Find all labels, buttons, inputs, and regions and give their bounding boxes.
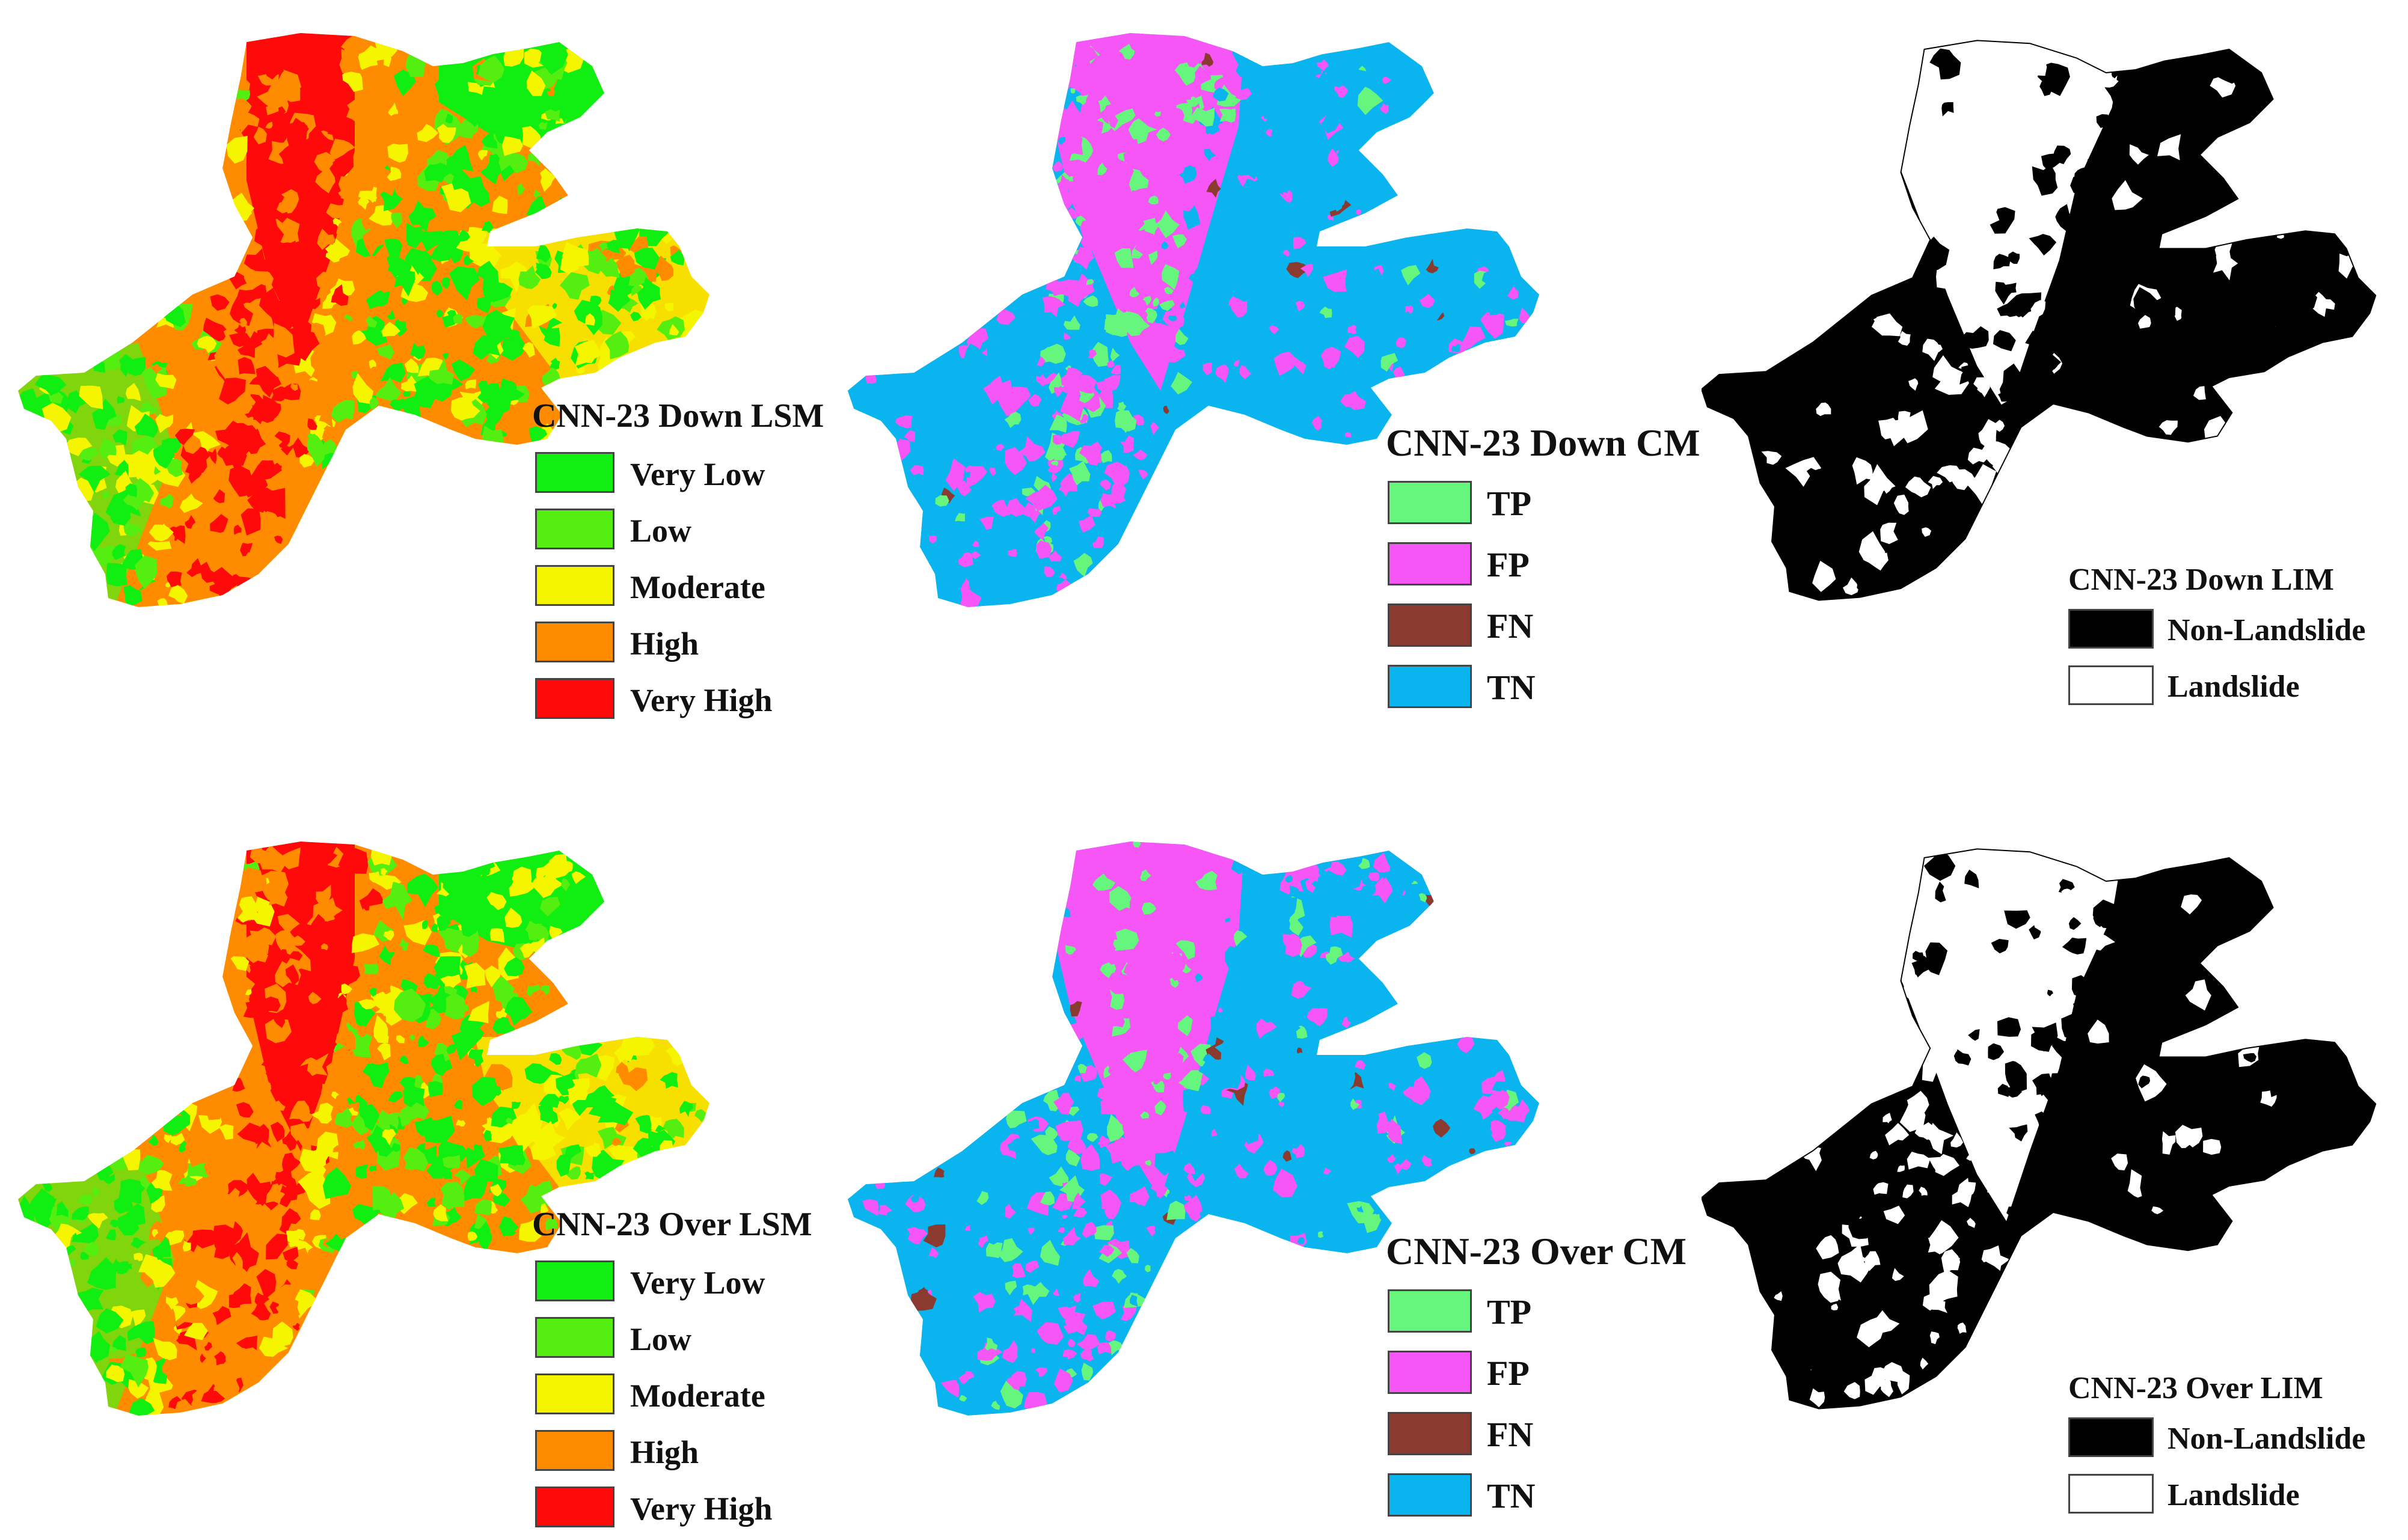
swatch-fp: [1388, 1351, 1472, 1394]
swatch-moderate: [535, 1373, 614, 1414]
legend-label: Non-Landslide: [2168, 1422, 2366, 1456]
legend-label: Very Low: [630, 456, 765, 492]
swatch-fp: [1388, 542, 1472, 585]
legend-label: FP: [1487, 1354, 1530, 1393]
legend-label: Low: [630, 1321, 692, 1357]
swatch-tp: [1388, 1289, 1472, 1333]
swatch-high: [535, 622, 614, 662]
legend-label: Non-Landslide: [2168, 613, 2366, 647]
swatch-tp: [1388, 481, 1472, 524]
swatch-fn: [1388, 1412, 1472, 1455]
legend-label: Moderate: [630, 1378, 765, 1414]
legend-label: Very High: [630, 682, 773, 718]
swatch-low: [535, 509, 614, 549]
legend-label: High: [630, 1434, 699, 1470]
swatch-tn: [1388, 665, 1472, 708]
legend-label: TP: [1487, 1292, 1532, 1331]
legend-title: CNN-23 Down CM: [1386, 421, 1700, 464]
map-over-cm: [848, 842, 1539, 1416]
legend-title: CNN-23 Down LIM: [2068, 563, 2334, 597]
legend-label: Moderate: [630, 569, 765, 605]
legend-label: TN: [1487, 668, 1536, 707]
legend-title: CNN-23 Down LSM: [532, 397, 824, 435]
legend-label: High: [630, 626, 699, 662]
swatch-non-landslide: [2068, 1417, 2154, 1457]
legend-label: Landslide: [2168, 1478, 2300, 1512]
swatch-fn: [1388, 603, 1472, 647]
swatch-high: [535, 1430, 614, 1471]
swatch-landslide: [2068, 665, 2154, 705]
swatch-very-high: [535, 678, 614, 719]
legend-label: TP: [1487, 484, 1532, 523]
legend-title: CNN-23 Over CM: [1386, 1230, 1687, 1273]
swatch-moderate: [535, 565, 614, 606]
map-down-cm: [848, 33, 1539, 607]
swatch-very-low: [535, 452, 614, 493]
legend-label: Low: [630, 513, 692, 549]
legend-label: Landslide: [2168, 670, 2300, 704]
legend-label: FN: [1487, 607, 1534, 646]
map-down-lsm: [18, 33, 709, 607]
legend-title: CNN-23 Over LIM: [2068, 1371, 2323, 1405]
legend-label: Very High: [630, 1491, 773, 1527]
legend-title: CNN-23 Over LSM: [532, 1206, 812, 1243]
swatch-tn: [1388, 1473, 1472, 1517]
map-down-lim: [1702, 40, 2377, 601]
legend-label: TN: [1487, 1476, 1536, 1515]
legend-label: Very Low: [630, 1265, 765, 1301]
swatch-non-landslide: [2068, 609, 2154, 649]
map-over-lsm: [18, 842, 709, 1416]
swatch-very-high: [535, 1487, 614, 1527]
legend-label: FN: [1487, 1415, 1534, 1454]
swatch-landslide: [2068, 1474, 2154, 1514]
swatch-very-low: [535, 1260, 614, 1301]
legend-label: FP: [1487, 545, 1530, 584]
map-over-lim: [1702, 848, 2377, 1410]
swatch-low: [535, 1317, 614, 1358]
